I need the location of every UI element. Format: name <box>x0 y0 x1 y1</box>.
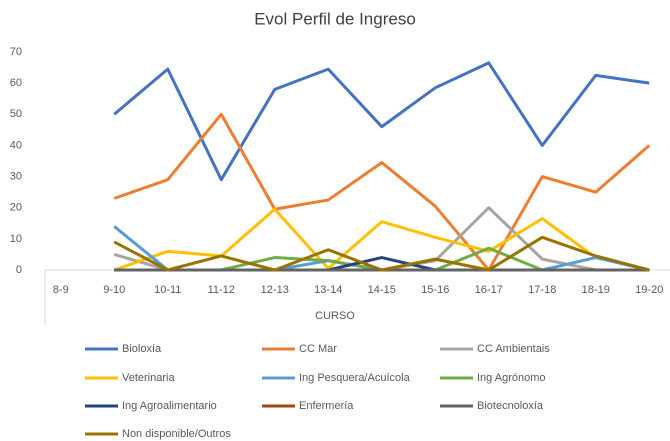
legend-label: Enfermería <box>299 400 354 412</box>
series-line <box>113 112 651 272</box>
x-axis-label: CURSO <box>315 310 355 322</box>
series-line <box>113 207 650 272</box>
x-tick-label: 14-15 <box>368 284 396 296</box>
chart-title: Evol Perfil de Ingreso <box>254 9 416 28</box>
x-tick-label: 11-12 <box>208 284 235 296</box>
y-tick-label: 50 <box>10 108 22 120</box>
legend-label: Ing Agroalimentario <box>122 400 217 412</box>
x-tick-label: 13-14 <box>314 284 342 296</box>
legend-label: Ing Agrónomo <box>477 372 546 384</box>
y-tick-label: 0 <box>16 264 22 276</box>
y-tick-label: 10 <box>10 233 22 245</box>
legend-label: Veterinaria <box>122 372 175 384</box>
y-tick-label: 70 <box>10 46 22 58</box>
legend-label: Bioloxía <box>122 343 162 355</box>
x-tick-label: 18-19 <box>582 284 610 296</box>
y-tick-label: 30 <box>10 170 22 182</box>
legend-label: Biotecnoloxía <box>477 400 544 412</box>
series-line <box>114 246 650 272</box>
y-tick-label: 40 <box>10 139 22 151</box>
legend-label: Ing Pesquera/Acuícola <box>299 372 411 384</box>
y-tick-label: 60 <box>10 77 22 89</box>
series-line <box>113 235 650 272</box>
x-tick-label: 8-9 <box>53 284 69 296</box>
x-tick-label: 19-20 <box>635 284 663 296</box>
x-tick-label: 12-13 <box>261 284 289 296</box>
x-tick-label: 15-16 <box>421 284 449 296</box>
x-tick-label: 16-17 <box>475 284 503 296</box>
x-tick-label: 9-10 <box>103 284 125 296</box>
x-tick-label: 17-18 <box>528 284 556 296</box>
legend-label: CC Ambientais <box>477 343 550 355</box>
series-line <box>113 61 650 182</box>
x-tick-label: 10-11 <box>154 284 181 296</box>
legend-label: Non disponible/Outros <box>122 428 231 440</box>
legend-label: CC Mar <box>299 343 337 355</box>
y-tick-label: 20 <box>10 202 22 214</box>
